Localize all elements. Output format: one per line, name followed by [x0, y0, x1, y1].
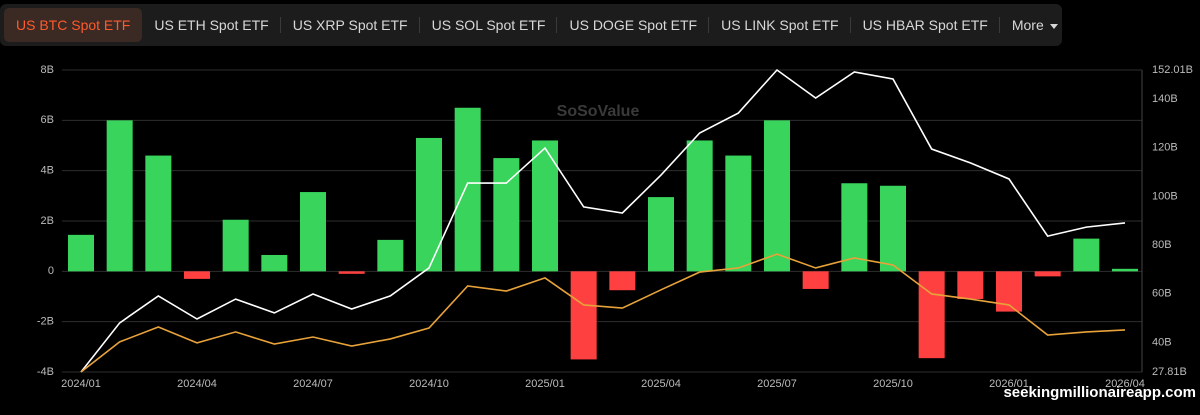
- x-tick-label: 2026/01: [989, 378, 1029, 390]
- y2-tick-label: 27.81B: [1152, 366, 1187, 378]
- bar: [918, 271, 945, 359]
- tab-label: US ETH Spot ETF: [154, 17, 269, 33]
- bar: [222, 219, 249, 272]
- y2-tick-label: 80B: [1152, 239, 1172, 251]
- y2-tick-label: 120B: [1152, 142, 1178, 154]
- tab[interactable]: US HBAR Spot ETF: [849, 8, 1000, 42]
- bar: [106, 120, 133, 272]
- bar: [609, 271, 636, 291]
- bar: [764, 120, 790, 272]
- x-tick-label: 2025/07: [757, 378, 797, 390]
- bar: [532, 140, 558, 272]
- y-tick-label: 6B: [41, 114, 54, 126]
- y-tick-label: 0: [48, 265, 54, 277]
- caret: [1049, 23, 1058, 29]
- y2-tick-label: 40B: [1152, 336, 1172, 348]
- bar: [1073, 238, 1100, 272]
- tab[interactable]: US DOGE Spot ETF: [556, 8, 709, 42]
- bar: [957, 271, 984, 300]
- tab-label: US LINK Spot ETF: [721, 17, 839, 33]
- y2-tick-label: 100B: [1152, 190, 1178, 202]
- y-tick-label: 8B: [41, 64, 54, 76]
- tab[interactable]: US LINK Spot ETF: [708, 8, 850, 42]
- x-tick-label: 2025/10: [873, 378, 913, 390]
- x-tick-label: 2025/01: [525, 378, 565, 390]
- tab[interactable]: US BTC Spot ETF: [4, 8, 143, 42]
- tab-label: US XRP Spot ETF: [292, 17, 408, 33]
- line: [80, 68, 1126, 373]
- bar: [880, 185, 906, 272]
- tab[interactable]: More: [998, 8, 1070, 42]
- bar: [686, 140, 713, 272]
- bar: [416, 137, 442, 272]
- bar: [184, 271, 210, 279]
- bar: [300, 192, 326, 272]
- bar: [570, 271, 597, 360]
- tab[interactable]: US ETH Spot ETF: [142, 8, 280, 42]
- watermark: SoSoValue: [557, 103, 640, 120]
- y2-tick-label: 152.01B: [1152, 64, 1193, 76]
- bar: [648, 197, 674, 272]
- bar: [338, 271, 365, 274]
- tab-label: US BTC Spot ETF: [16, 17, 131, 33]
- bar: [1112, 268, 1138, 272]
- bar: [802, 271, 829, 289]
- y-tick-label: -2B: [37, 316, 54, 328]
- bar: [145, 155, 172, 272]
- tab-label: More: [1011, 17, 1044, 33]
- y-tick-label: 4B: [41, 165, 54, 177]
- bar: [261, 254, 288, 272]
- x-tick-label: 2024/07: [293, 378, 333, 390]
- bar: [493, 158, 520, 272]
- bar: [841, 183, 868, 272]
- x-tick-label: 2024/10: [409, 378, 449, 390]
- tab-bar: US BTC Spot ETF US ETH Spot ETF US XRP Spo…: [0, 4, 1062, 46]
- tab-label: US HBAR Spot ETF: [862, 17, 988, 33]
- credit: seekingmillionaireapp.com: [1003, 384, 1196, 401]
- x-tick-label: 2024/04: [177, 378, 217, 390]
- y2-tick-label: 140B: [1152, 93, 1178, 105]
- tab[interactable]: US XRP Spot ETF: [279, 8, 420, 42]
- line: [80, 253, 1126, 373]
- x-tick-label: 2024/01: [61, 378, 101, 390]
- x-tick-label: 2025/04: [641, 378, 681, 390]
- bar: [454, 107, 481, 272]
- y-tick-label: 2B: [41, 215, 54, 227]
- tab[interactable]: US SOL Spot ETF: [418, 8, 558, 42]
- y2-tick-label: 60B: [1152, 288, 1172, 300]
- bar: [68, 234, 94, 272]
- bar: [1034, 271, 1061, 277]
- tab-label: US DOGE Spot ETF: [569, 17, 698, 33]
- tab-label: US SOL Spot ETF: [431, 17, 546, 33]
- y-tick-label: -4B: [37, 366, 54, 378]
- x-tick-label: 2026/04: [1105, 378, 1145, 390]
- bar: [377, 239, 404, 272]
- bar: [725, 155, 752, 272]
